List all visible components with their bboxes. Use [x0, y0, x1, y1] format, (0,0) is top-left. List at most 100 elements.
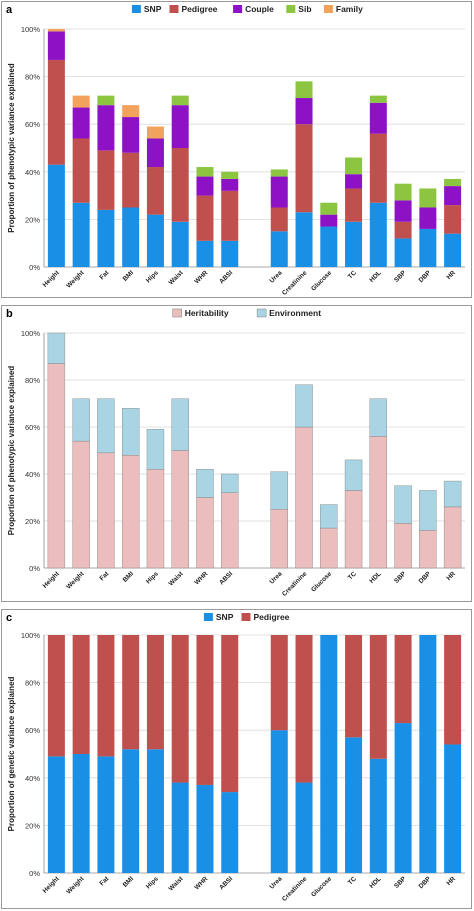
bar-segment-heritability — [295, 426, 313, 569]
bar-segment-snp — [444, 233, 462, 267]
bar-segment-heritability — [72, 440, 90, 569]
panel-letter: c — [6, 612, 12, 624]
bar-segment-pedigree — [295, 635, 313, 783]
bar-segment-couple — [221, 178, 239, 191]
x-tick-label: Height — [42, 570, 62, 590]
chart-panel-a: a 0% 20% 40% 60% 80% 100% Proportion of phenoty… — [6, 4, 465, 297]
bar-segment-environment — [121, 408, 140, 456]
bar-segment-environment — [369, 398, 388, 437]
x-tick-label: HR — [445, 570, 457, 582]
x-tick-label: WHR — [193, 570, 209, 586]
bar-segment-snp — [72, 754, 90, 873]
legend-swatch — [169, 5, 179, 13]
bar-segment-couple — [72, 107, 90, 139]
bar-segment-heritability — [344, 490, 363, 569]
x-tick-label: Creatinine — [281, 269, 309, 297]
bar-segment-pedigree — [444, 635, 462, 745]
bar-segment-snp — [171, 782, 189, 873]
bar-segment-pedigree — [146, 635, 164, 750]
y-tick-label: 0% — [29, 869, 40, 878]
bar-segment-heritability — [221, 492, 239, 569]
bar-segment-snp — [444, 744, 462, 873]
bar-segment-couple — [270, 176, 288, 208]
bar-segment-snp — [320, 635, 338, 873]
x-tick-label: Glucose — [310, 570, 333, 593]
bar-segment-snp — [122, 207, 140, 267]
bar-segment-environment — [146, 429, 165, 470]
bar-segment-couple — [369, 102, 387, 134]
bar-segment-couple — [171, 105, 189, 148]
bar-segment-sib — [320, 202, 338, 215]
bar-segment-couple — [97, 105, 115, 151]
bar-segment-pedigree — [295, 124, 313, 213]
bar-segment-heritability — [146, 469, 165, 569]
bar-segment-snp — [270, 730, 288, 873]
bar-segment-pedigree — [270, 635, 288, 731]
bar-segment-environment — [47, 332, 66, 364]
bar-segment-environment — [419, 490, 437, 531]
bar-segment-heritability — [369, 436, 388, 569]
y-tick-label: 20% — [25, 517, 40, 526]
y-tick-label: 40% — [25, 470, 40, 479]
bar-segment-heritability — [196, 497, 214, 569]
bar-segment-pedigree — [122, 152, 140, 208]
bar-segment-sib — [171, 95, 189, 106]
bar-segment-environment — [443, 480, 462, 508]
x-tick-label: HR — [445, 875, 457, 887]
x-tick-label: ABSI — [218, 875, 234, 891]
x-tick-label: Fat — [98, 269, 110, 281]
bar-segment-snp — [345, 221, 363, 267]
x-tick-label: Hips — [145, 875, 160, 890]
legend-swatch — [233, 5, 243, 13]
bar-segment-family — [122, 105, 140, 118]
bar-segment-environment — [97, 398, 115, 454]
x-tick-label: Weight — [65, 570, 86, 591]
bar-segment-snp — [320, 226, 338, 267]
legend-swatch — [131, 5, 141, 13]
bar-segment-snp — [394, 723, 412, 873]
x-tick-label: Glucose — [310, 269, 333, 292]
bar-segment-environment — [394, 485, 412, 524]
bar-segment-pedigree — [97, 150, 115, 210]
y-tick-label: 80% — [25, 73, 40, 82]
legend-swatch — [323, 5, 333, 13]
bar-segment-sib — [295, 81, 313, 99]
x-tick-label: Waist — [168, 269, 186, 287]
x-tick-label: TC — [347, 875, 358, 886]
bar-segment-couple — [122, 117, 140, 153]
bar-segment-environment — [72, 398, 90, 442]
y-tick-label: 100% — [21, 25, 41, 34]
x-tick-label: WHR — [193, 269, 209, 285]
bar-segment-couple — [320, 214, 338, 227]
legend-label: Sib — [298, 4, 311, 14]
bar-segment-snp — [122, 749, 140, 873]
x-tick-label: BMI — [122, 269, 136, 283]
x-tick-label: SBP — [393, 269, 408, 284]
bar-segment-environment — [221, 473, 239, 493]
y-tick-label: 60% — [25, 726, 40, 735]
legend-label: Pedigree — [254, 612, 290, 622]
legend-swatch — [172, 308, 182, 318]
bar-segment-sib — [444, 178, 462, 187]
bar-segment-pedigree — [394, 221, 412, 239]
y-axis-title: Proportion of genetic variance explained — [7, 677, 16, 832]
y-tick-label: 40% — [25, 774, 40, 783]
legend-swatch — [256, 308, 267, 318]
x-tick-label: SBP — [393, 570, 408, 585]
bar-segment-snp — [72, 202, 90, 267]
x-tick-label: Hips — [145, 269, 160, 284]
bar-segment-heritability — [443, 506, 462, 569]
bar-segment-heritability — [320, 527, 338, 569]
y-tick-label: 60% — [25, 120, 40, 129]
bar-segment-couple — [345, 174, 363, 189]
bar-segment-snp — [47, 164, 65, 267]
x-tick-label: BMI — [122, 875, 136, 889]
bar-segment-heritability — [419, 530, 437, 569]
x-tick-label: Creatinine — [281, 570, 309, 598]
bar-segment-heritability — [270, 509, 288, 569]
bar-segment-couple — [295, 98, 313, 125]
x-tick-label: ABSI — [218, 570, 234, 586]
y-axis-title: Proportion of phenotypic variance explai… — [7, 366, 16, 535]
x-tick-label: SBP — [393, 875, 408, 890]
